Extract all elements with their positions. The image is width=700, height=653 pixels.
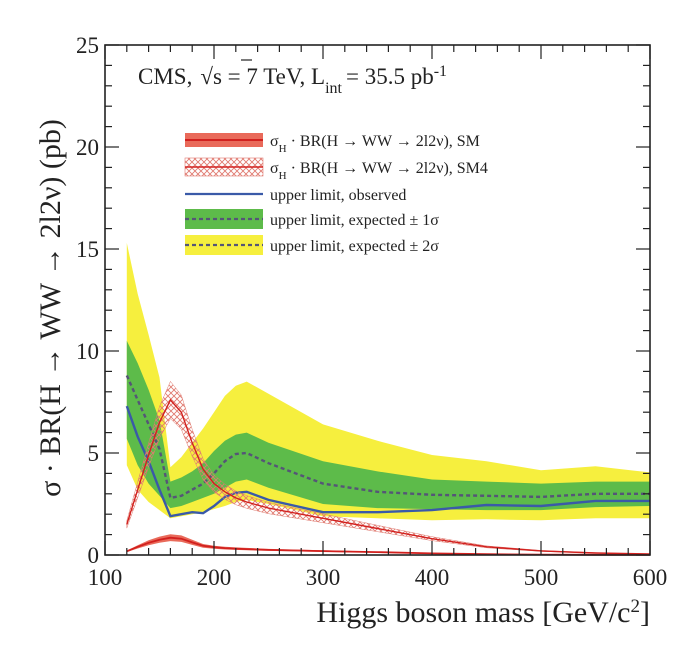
- legend: σH · BR(H → WW → 2l2ν), SM σH · BR(H → W…: [184, 133, 488, 255]
- expected-median-line: [125, 375, 650, 500]
- cms-annotation: CMS, √s = 7 TeV, Lint = 35.5 pb-1: [138, 63, 447, 97]
- band-1sigma: [126, 340, 651, 511]
- y-axis-title: σ · BR(H → WW → 2l2ν) (pb): [34, 119, 67, 497]
- x-tick-label: 300: [306, 565, 341, 590]
- y-tick-label: 0: [88, 543, 100, 568]
- x-tick-label: 500: [524, 565, 559, 590]
- legend-label-expected-1sigma: upper limit, expected ± 1σ: [270, 212, 439, 229]
- sm-line: [126, 536, 650, 556]
- legend-label-observed: upper limit, observed: [270, 187, 406, 204]
- legend-label-sm: σH · BR(H → WW → 2l2ν), SM: [270, 133, 480, 155]
- x-tick-label: 400: [415, 565, 450, 590]
- legend-item-expected-2sigma: upper limit, expected ± 2σ: [185, 235, 439, 255]
- y-tick-label: 20: [76, 135, 99, 160]
- y-tick-label: 5: [88, 441, 100, 466]
- legend-label-expected-2sigma: upper limit, expected ± 2σ: [270, 238, 439, 255]
- x-tick-label: 200: [197, 565, 232, 590]
- legend-item-observed: upper limit, observed: [185, 187, 406, 204]
- legend-item-expected-1sigma: upper limit, expected ± 1σ: [185, 209, 439, 229]
- expected-bands: [126, 242, 651, 521]
- y-tick-label: 15: [76, 237, 99, 262]
- tick-labels: 100 200 300 400 500 600 0 5 10 15 20 25: [76, 33, 667, 590]
- y-tick-label: 10: [76, 339, 99, 364]
- y-tick-label: 25: [76, 33, 99, 58]
- sm4-line: [126, 398, 651, 555]
- legend-item-sm4: σH · BR(H → WW → 2l2ν), SM4: [184, 157, 488, 182]
- legend-item-sm: σH · BR(H → WW → 2l2ν), SM: [185, 133, 480, 155]
- legend-label-sm4: σH · BR(H → WW → 2l2ν), SM4: [270, 160, 488, 182]
- axis-ticks: [104, 44, 651, 556]
- x-tick-label: 600: [633, 565, 668, 590]
- x-axis-title: Higgs boson mass [GeV/c2]: [316, 596, 650, 630]
- plot-frame: [104, 44, 651, 556]
- x-tick-label: 100: [88, 565, 123, 590]
